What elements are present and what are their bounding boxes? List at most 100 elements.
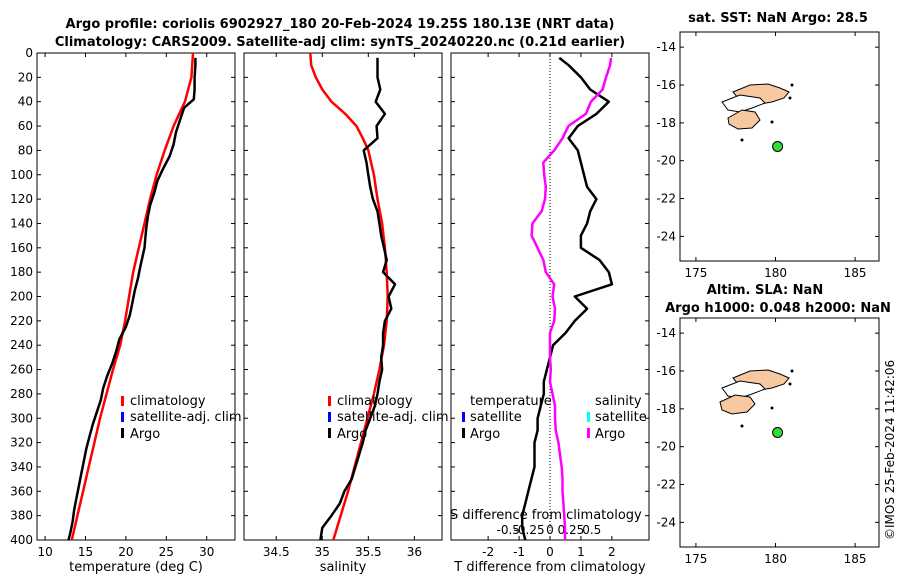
islet xyxy=(740,424,744,428)
map-lon-label: 180 xyxy=(764,266,787,280)
legend-s-argo-swatch xyxy=(587,428,590,438)
salinity-axes-box xyxy=(243,52,443,541)
map-lat-label: -20 xyxy=(656,440,676,454)
map-lon-label: 185 xyxy=(844,266,867,280)
map-lat-label: -16 xyxy=(656,364,676,378)
imos-timestamp: ©IMOS 25-Feb-2024 11:42:06 xyxy=(883,360,897,540)
south-island xyxy=(727,109,761,130)
sst-map-axes: -14 -16 -18 -20 -22 -24 175 180 185 xyxy=(656,32,879,280)
sla-map-axes: -14 -16 -18 -20 -22 -24 175 180 185 xyxy=(656,318,879,566)
legend-argo-swatch xyxy=(121,428,124,438)
y-tick-label: 60 xyxy=(18,119,33,133)
map-lon-label: 185 xyxy=(844,552,867,566)
x-tick-label: -1 xyxy=(513,545,525,559)
salinity-argo-line xyxy=(319,57,397,541)
y-tick-label: 0 xyxy=(25,46,33,60)
x-tick-label: 2 xyxy=(608,545,616,559)
salinity-legend: climatology satellite-adj. clim Argo xyxy=(328,394,449,442)
map-lat-label: -18 xyxy=(656,402,676,416)
legend-s-satellite-swatch xyxy=(587,412,590,422)
legend-argo-swatch xyxy=(328,428,331,438)
difference-legend: temperature satellite Argo salinity sate… xyxy=(462,394,647,442)
map-lat-label: -24 xyxy=(656,229,676,243)
y-tick-label: 280 xyxy=(10,387,33,401)
map-lat-label: -16 xyxy=(656,78,676,92)
temperature-xlabel: temperature (deg C) xyxy=(69,560,203,575)
islet xyxy=(770,406,774,410)
x-tick-label: 35 xyxy=(315,545,330,559)
y-tick-label: 200 xyxy=(10,290,33,304)
header-title-line1: Argo profile: coriolis 6902927_180 20-Fe… xyxy=(66,17,615,32)
s-tick-label: 0.5 xyxy=(582,523,601,537)
legend-t-satellite-label: satellite xyxy=(470,410,522,425)
sst-map: sat. SST: NaN Argo: 28.5 -14 -16 -18 -20 -22… xyxy=(656,11,880,280)
depth-axis: 0 20 40 60 80 100 120 140 160 180 200 220 240 260 280 3… xyxy=(10,46,235,547)
x-tick-label: 30 xyxy=(199,545,214,559)
x-tick-label: 25 xyxy=(159,545,174,559)
legend-climatology-label: climatology xyxy=(130,394,206,409)
temperature-argo-line xyxy=(67,57,197,541)
argo-position-marker xyxy=(772,141,784,152)
y-tick-label: 380 xyxy=(10,509,33,523)
map-lat-label: -20 xyxy=(656,154,676,168)
y-tick-label: 160 xyxy=(10,241,33,255)
map-lat-label: -24 xyxy=(656,515,676,529)
salinity-x-axis: 34.5 35 35.5 36 xyxy=(263,53,422,559)
temperature-legend: climatology satellite-adj. clim Argo xyxy=(121,394,242,442)
vanua-levu-outline xyxy=(721,380,766,399)
sla-map-title-line2: Argo h1000: 0.048 h2000: NaN xyxy=(665,301,891,316)
temperature-x-axis: 10 15 20 25 30 xyxy=(37,53,214,559)
x-tick-label: 34.5 xyxy=(263,545,290,559)
x-tick-label: 15 xyxy=(78,545,93,559)
y-tick-label: 320 xyxy=(10,436,33,450)
x-tick-label: 35.5 xyxy=(355,545,382,559)
y-tick-label: 40 xyxy=(18,95,33,109)
salinity-lines xyxy=(309,52,397,541)
islet xyxy=(770,120,774,124)
temperature-panel: 0 20 40 60 80 100 120 140 160 180 200 220 240 260 280 3… xyxy=(10,46,242,575)
sla-map-title: Altim. SLA: NaN xyxy=(707,283,823,298)
sst-map-frame xyxy=(679,31,880,262)
salinity-depth-ticks xyxy=(244,52,442,541)
salinity-panel: 34.5 35 35.5 36 salinity climatology satell… xyxy=(243,52,449,575)
legend-satellite-swatch xyxy=(121,412,124,422)
islet xyxy=(740,138,744,142)
y-tick-label: 120 xyxy=(10,192,33,206)
legend-climatology-label: climatology xyxy=(337,394,413,409)
temperature-axes-box xyxy=(36,52,236,541)
map-lon-label: 175 xyxy=(684,266,707,280)
x-tick-label: 0 xyxy=(546,545,554,559)
t-difference-x-axis: -2 -1 0 1 2 xyxy=(482,53,616,559)
temperature-lines xyxy=(67,52,197,541)
argo-position-marker xyxy=(772,427,784,438)
legend-satellite-label: satellite-adj. clim xyxy=(130,410,242,425)
map-lat-label: -18 xyxy=(656,116,676,130)
legend-t-argo-label: Argo xyxy=(470,427,500,442)
y-tick-label: 340 xyxy=(10,460,33,474)
map-lat-label: -22 xyxy=(656,478,676,492)
y-tick-label: 360 xyxy=(10,484,33,498)
map-lat-label: -14 xyxy=(656,40,676,54)
legend-s-argo-label: Argo xyxy=(595,427,625,442)
x-tick-label: 20 xyxy=(118,545,133,559)
y-tick-label: 20 xyxy=(18,70,33,84)
y-tick-label: 220 xyxy=(10,314,33,328)
islet xyxy=(788,382,792,386)
s-tick-label: 0 xyxy=(546,523,554,537)
x-tick-label: 1 xyxy=(577,545,585,559)
vanua-levu-outline xyxy=(721,94,766,113)
legend-satellite-label: satellite-adj. clim xyxy=(337,410,449,425)
legend-t-argo-swatch xyxy=(462,428,465,438)
sst-map-land xyxy=(721,83,794,142)
legend-s-satellite-label: satellite xyxy=(595,410,647,425)
s-difference-line xyxy=(530,57,613,540)
difference-lines xyxy=(520,56,614,541)
salinity-xlabel: salinity xyxy=(320,560,367,575)
legend-satellite-swatch xyxy=(328,412,331,422)
y-tick-label: 240 xyxy=(10,338,33,352)
t-difference-line xyxy=(520,56,614,541)
islet xyxy=(790,83,794,87)
s-tick-label: 0.25 xyxy=(558,523,585,537)
difference-panel: -2 -1 0 1 2 -0.5-0.25 0 0.250.5 S difference f… xyxy=(450,52,650,575)
